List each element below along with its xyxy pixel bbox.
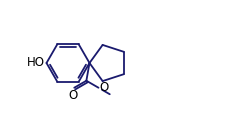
Text: O: O xyxy=(69,89,78,102)
Text: O: O xyxy=(99,81,108,94)
Text: HO: HO xyxy=(26,56,45,70)
